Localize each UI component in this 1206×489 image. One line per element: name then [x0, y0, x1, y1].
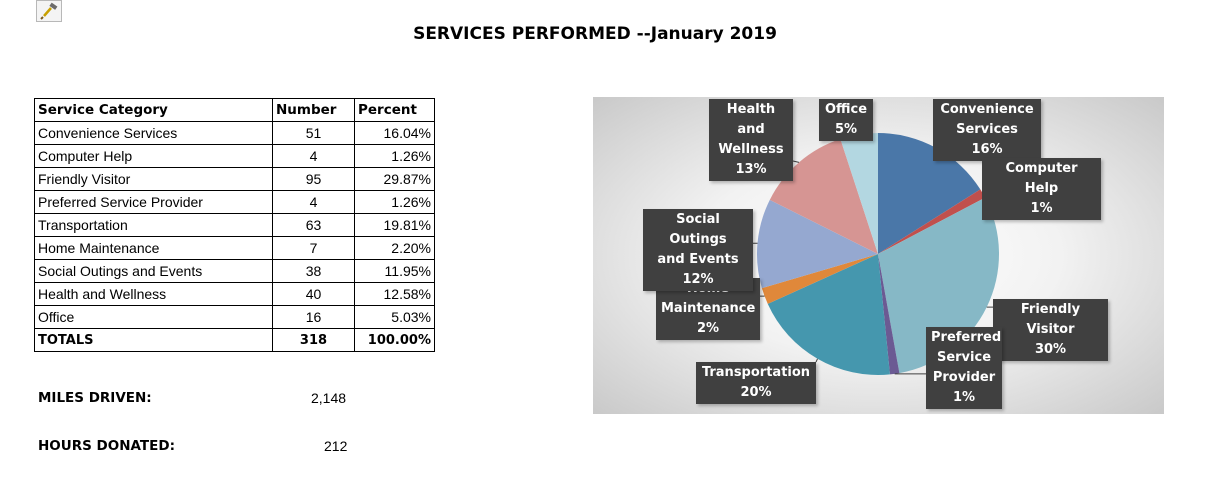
number-cell: 4	[272, 144, 355, 168]
pie-chart: Convenience Services 16% Computer Help 1% Fri…	[593, 97, 1164, 414]
percent-cell: 1.26%	[354, 190, 435, 214]
table-row: Convenience Services 51 16.04%	[34, 121, 435, 145]
data-label-preferred-service-provider: Preferred Service Provider 1%	[926, 327, 1002, 409]
data-label-line: Computer Help	[1005, 161, 1078, 196]
percent-cell: 5.03%	[354, 305, 435, 329]
data-label-line: Preferred	[931, 330, 1002, 345]
percent-cell: 11.95%	[354, 259, 435, 283]
header-number: Number	[272, 98, 355, 122]
table-row: Transportation 63 19.81%	[34, 213, 435, 237]
number-cell: 40	[272, 282, 355, 306]
percent-cell: 2.20%	[354, 236, 435, 260]
data-label-line: 5%	[834, 122, 858, 137]
table-header-row: Service Category Number Percent	[34, 98, 435, 122]
pie-slice-computer-help	[878, 189, 986, 254]
data-label-line: Friendly Visitor	[1020, 302, 1081, 337]
data-label-computer-help: Computer Help 1%	[982, 158, 1101, 220]
data-label-line: and Events	[657, 252, 739, 267]
pie-slice-health-and-wellness	[769, 138, 878, 254]
data-label-line: Services	[956, 122, 1018, 137]
data-label-line: 13%	[735, 162, 767, 177]
data-label-line: 2%	[696, 321, 720, 336]
table-row: Health and Wellness 40 12.58%	[34, 282, 435, 306]
pie-slice-home-maintenance	[761, 254, 878, 304]
table-row: Computer Help 4 1.26%	[34, 144, 435, 168]
header-percent: Percent	[354, 98, 435, 122]
services-table: Service Category Number Percent Convenie…	[34, 98, 435, 352]
data-label-convenience-services: Convenience Services 16%	[933, 99, 1041, 161]
data-label-line: 12%	[682, 272, 714, 287]
percent-cell: 16.04%	[354, 121, 435, 145]
pie-slice-preferred-service-provider	[878, 254, 900, 375]
data-label-line: Transportation	[701, 365, 811, 380]
percent-cell: 1.26%	[354, 144, 435, 168]
data-label-line: Office	[824, 102, 868, 117]
percent-cell: 12.58%	[354, 282, 435, 306]
hours-donated-value: 212	[324, 438, 348, 454]
category-cell: Friendly Visitor	[34, 167, 273, 191]
miles-driven-label: MILES DRIVEN:	[38, 390, 152, 406]
data-label-line: Maintenance	[661, 301, 756, 316]
number-cell: 7	[272, 236, 355, 260]
number-cell: 38	[272, 259, 355, 283]
table-row: Friendly Visitor 95 29.87%	[34, 167, 435, 191]
pie-slice-social-outings-and-events	[757, 199, 878, 289]
leader-line	[815, 358, 818, 363]
data-label-line: 20%	[740, 385, 772, 400]
table-row: Social Outings and Events 38 11.95%	[34, 259, 435, 283]
number-cell: 63	[272, 213, 355, 237]
data-label-line: 1%	[952, 390, 976, 405]
data-label-transportation: Transportation 20%	[696, 362, 816, 404]
data-label-health-and-wellness: Health and Wellness 13%	[709, 99, 793, 181]
category-cell: Health and Wellness	[34, 282, 273, 306]
totals-percent: 100.00%	[354, 328, 435, 352]
data-label-line: Wellness	[718, 142, 784, 157]
format-painter-icon[interactable]	[36, 0, 62, 22]
number-cell: 95	[272, 167, 355, 191]
data-label-line: Service	[936, 350, 992, 365]
category-cell: Transportation	[34, 213, 273, 237]
percent-cell: 19.81%	[354, 213, 435, 237]
category-cell: Computer Help	[34, 144, 273, 168]
data-label-line: 30%	[1034, 342, 1067, 357]
table-row: Office 16 5.03%	[34, 305, 435, 329]
pie-slice-transportation	[767, 254, 890, 375]
category-cell: Social Outings and Events	[34, 259, 273, 283]
data-label-office: Office 5%	[819, 99, 873, 141]
header-service-category: Service Category	[34, 98, 273, 122]
pie-slice-convenience-services	[878, 133, 981, 254]
category-cell: Convenience Services	[34, 121, 273, 145]
number-cell: 51	[272, 121, 355, 145]
totals-number: 318	[272, 328, 355, 352]
data-label-social-outings-and-events: Social Outings and Events 12%	[643, 209, 753, 291]
number-cell: 4	[272, 190, 355, 214]
data-label-line: Provider	[932, 370, 996, 385]
page-title: SERVICES PERFORMED --January 2019	[413, 24, 777, 44]
category-cell: Office	[34, 305, 273, 329]
data-label-friendly-visitor: Friendly Visitor 30%	[993, 299, 1108, 361]
hours-donated-label: HOURS DONATED:	[38, 438, 175, 454]
category-cell: Home Maintenance	[34, 236, 273, 260]
totals-row: TOTALS 318 100.00%	[34, 328, 435, 352]
data-label-line: 1%	[1030, 201, 1053, 216]
data-label-line: Convenience	[940, 102, 1034, 117]
leader-line	[792, 160, 800, 163]
pie-chart-svg	[753, 133, 999, 375]
data-label-line: 16%	[971, 142, 1003, 157]
table-row: Home Maintenance 7 2.20%	[34, 236, 435, 260]
percent-cell: 29.87%	[354, 167, 435, 191]
category-cell: Preferred Service Provider	[34, 190, 273, 214]
data-label-line: Health and	[726, 102, 776, 137]
totals-label: TOTALS	[34, 328, 273, 352]
number-cell: 16	[272, 305, 355, 329]
miles-driven-value: 2,148	[311, 390, 347, 406]
data-label-line: Social Outings	[669, 212, 727, 247]
table-row: Preferred Service Provider 4 1.26%	[34, 190, 435, 214]
pie-slice-office	[840, 133, 878, 254]
